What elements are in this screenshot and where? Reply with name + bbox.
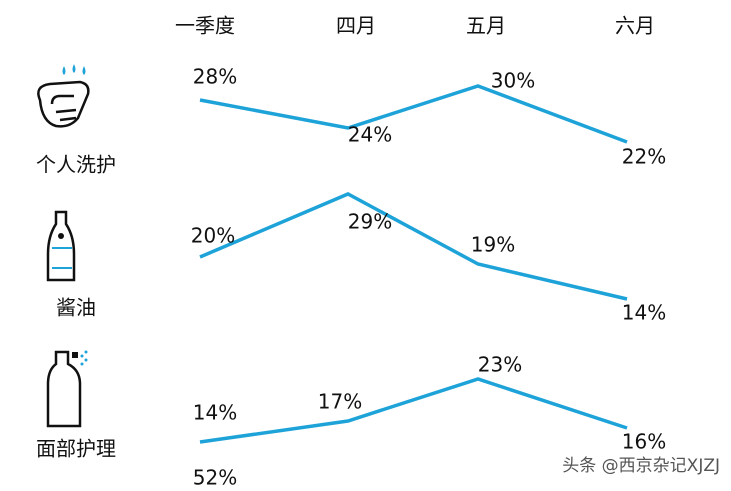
x-tick-label: 六月 [615, 14, 655, 38]
value-label: 28% [193, 65, 237, 89]
value-label: 19% [471, 233, 515, 257]
x-tick-label: 一季度 [175, 14, 235, 38]
value-label: 17% [318, 390, 362, 414]
icon-spray [46, 350, 88, 428]
watermark: 头条 @西京杂记XJZJ [562, 456, 720, 476]
value-label: 24% [348, 123, 392, 147]
x-tick-label: 五月 [466, 14, 506, 38]
line [199, 84, 628, 144]
icon-bottle [46, 210, 76, 282]
value-label: 22% [622, 145, 666, 169]
value-label: 23% [478, 353, 522, 377]
value-label: 16% [622, 430, 666, 454]
annotation: 52% [193, 466, 237, 490]
line [199, 377, 628, 444]
value-label: 30% [491, 69, 535, 93]
value-label: 20% [191, 224, 235, 248]
series-name: 面部护理 [36, 437, 116, 461]
x-tick-label: 四月 [336, 14, 376, 38]
series-name: 个人洗护 [36, 153, 116, 177]
value-label: 14% [193, 401, 237, 425]
line [199, 192, 628, 301]
value-label: 14% [622, 301, 666, 325]
series-name: 酱油 [56, 296, 96, 320]
icon-hands [37, 64, 90, 128]
value-label: 29% [348, 210, 392, 234]
